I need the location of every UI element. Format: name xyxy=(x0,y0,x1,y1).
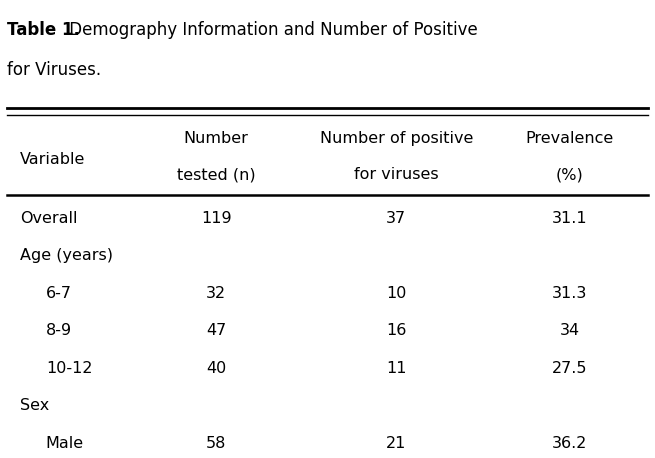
Text: 27.5: 27.5 xyxy=(552,361,588,376)
Text: 34: 34 xyxy=(560,323,580,338)
Text: (%): (%) xyxy=(556,167,584,182)
Text: Sex: Sex xyxy=(20,398,49,414)
Text: Male: Male xyxy=(46,436,84,451)
Text: 47: 47 xyxy=(206,323,226,338)
Text: tested (n): tested (n) xyxy=(177,167,255,182)
Text: 40: 40 xyxy=(206,361,226,376)
Text: 119: 119 xyxy=(201,211,231,226)
Text: 37: 37 xyxy=(386,211,406,226)
Text: Number of positive: Number of positive xyxy=(320,131,473,146)
Text: 10-12: 10-12 xyxy=(46,361,92,376)
Text: Variable: Variable xyxy=(20,152,85,167)
Text: Demography Information and Number of Positive: Demography Information and Number of Pos… xyxy=(64,21,478,38)
Text: 10: 10 xyxy=(386,286,407,301)
Text: Number: Number xyxy=(183,131,249,146)
Text: Age (years): Age (years) xyxy=(20,248,113,263)
Text: 31.3: 31.3 xyxy=(552,286,588,301)
Text: Prevalence: Prevalence xyxy=(526,131,614,146)
Text: 36.2: 36.2 xyxy=(552,436,588,451)
Text: 6-7: 6-7 xyxy=(46,286,72,301)
Text: Table 1.: Table 1. xyxy=(7,21,79,38)
Text: 16: 16 xyxy=(386,323,407,338)
Text: for Viruses.: for Viruses. xyxy=(7,61,101,79)
Text: Overall: Overall xyxy=(20,211,77,226)
Text: 31.1: 31.1 xyxy=(552,211,588,226)
Text: for viruses: for viruses xyxy=(354,167,439,182)
Text: 11: 11 xyxy=(386,361,407,376)
Text: 8-9: 8-9 xyxy=(46,323,72,338)
Text: 21: 21 xyxy=(386,436,407,451)
Text: 32: 32 xyxy=(206,286,226,301)
Text: 58: 58 xyxy=(206,436,227,451)
